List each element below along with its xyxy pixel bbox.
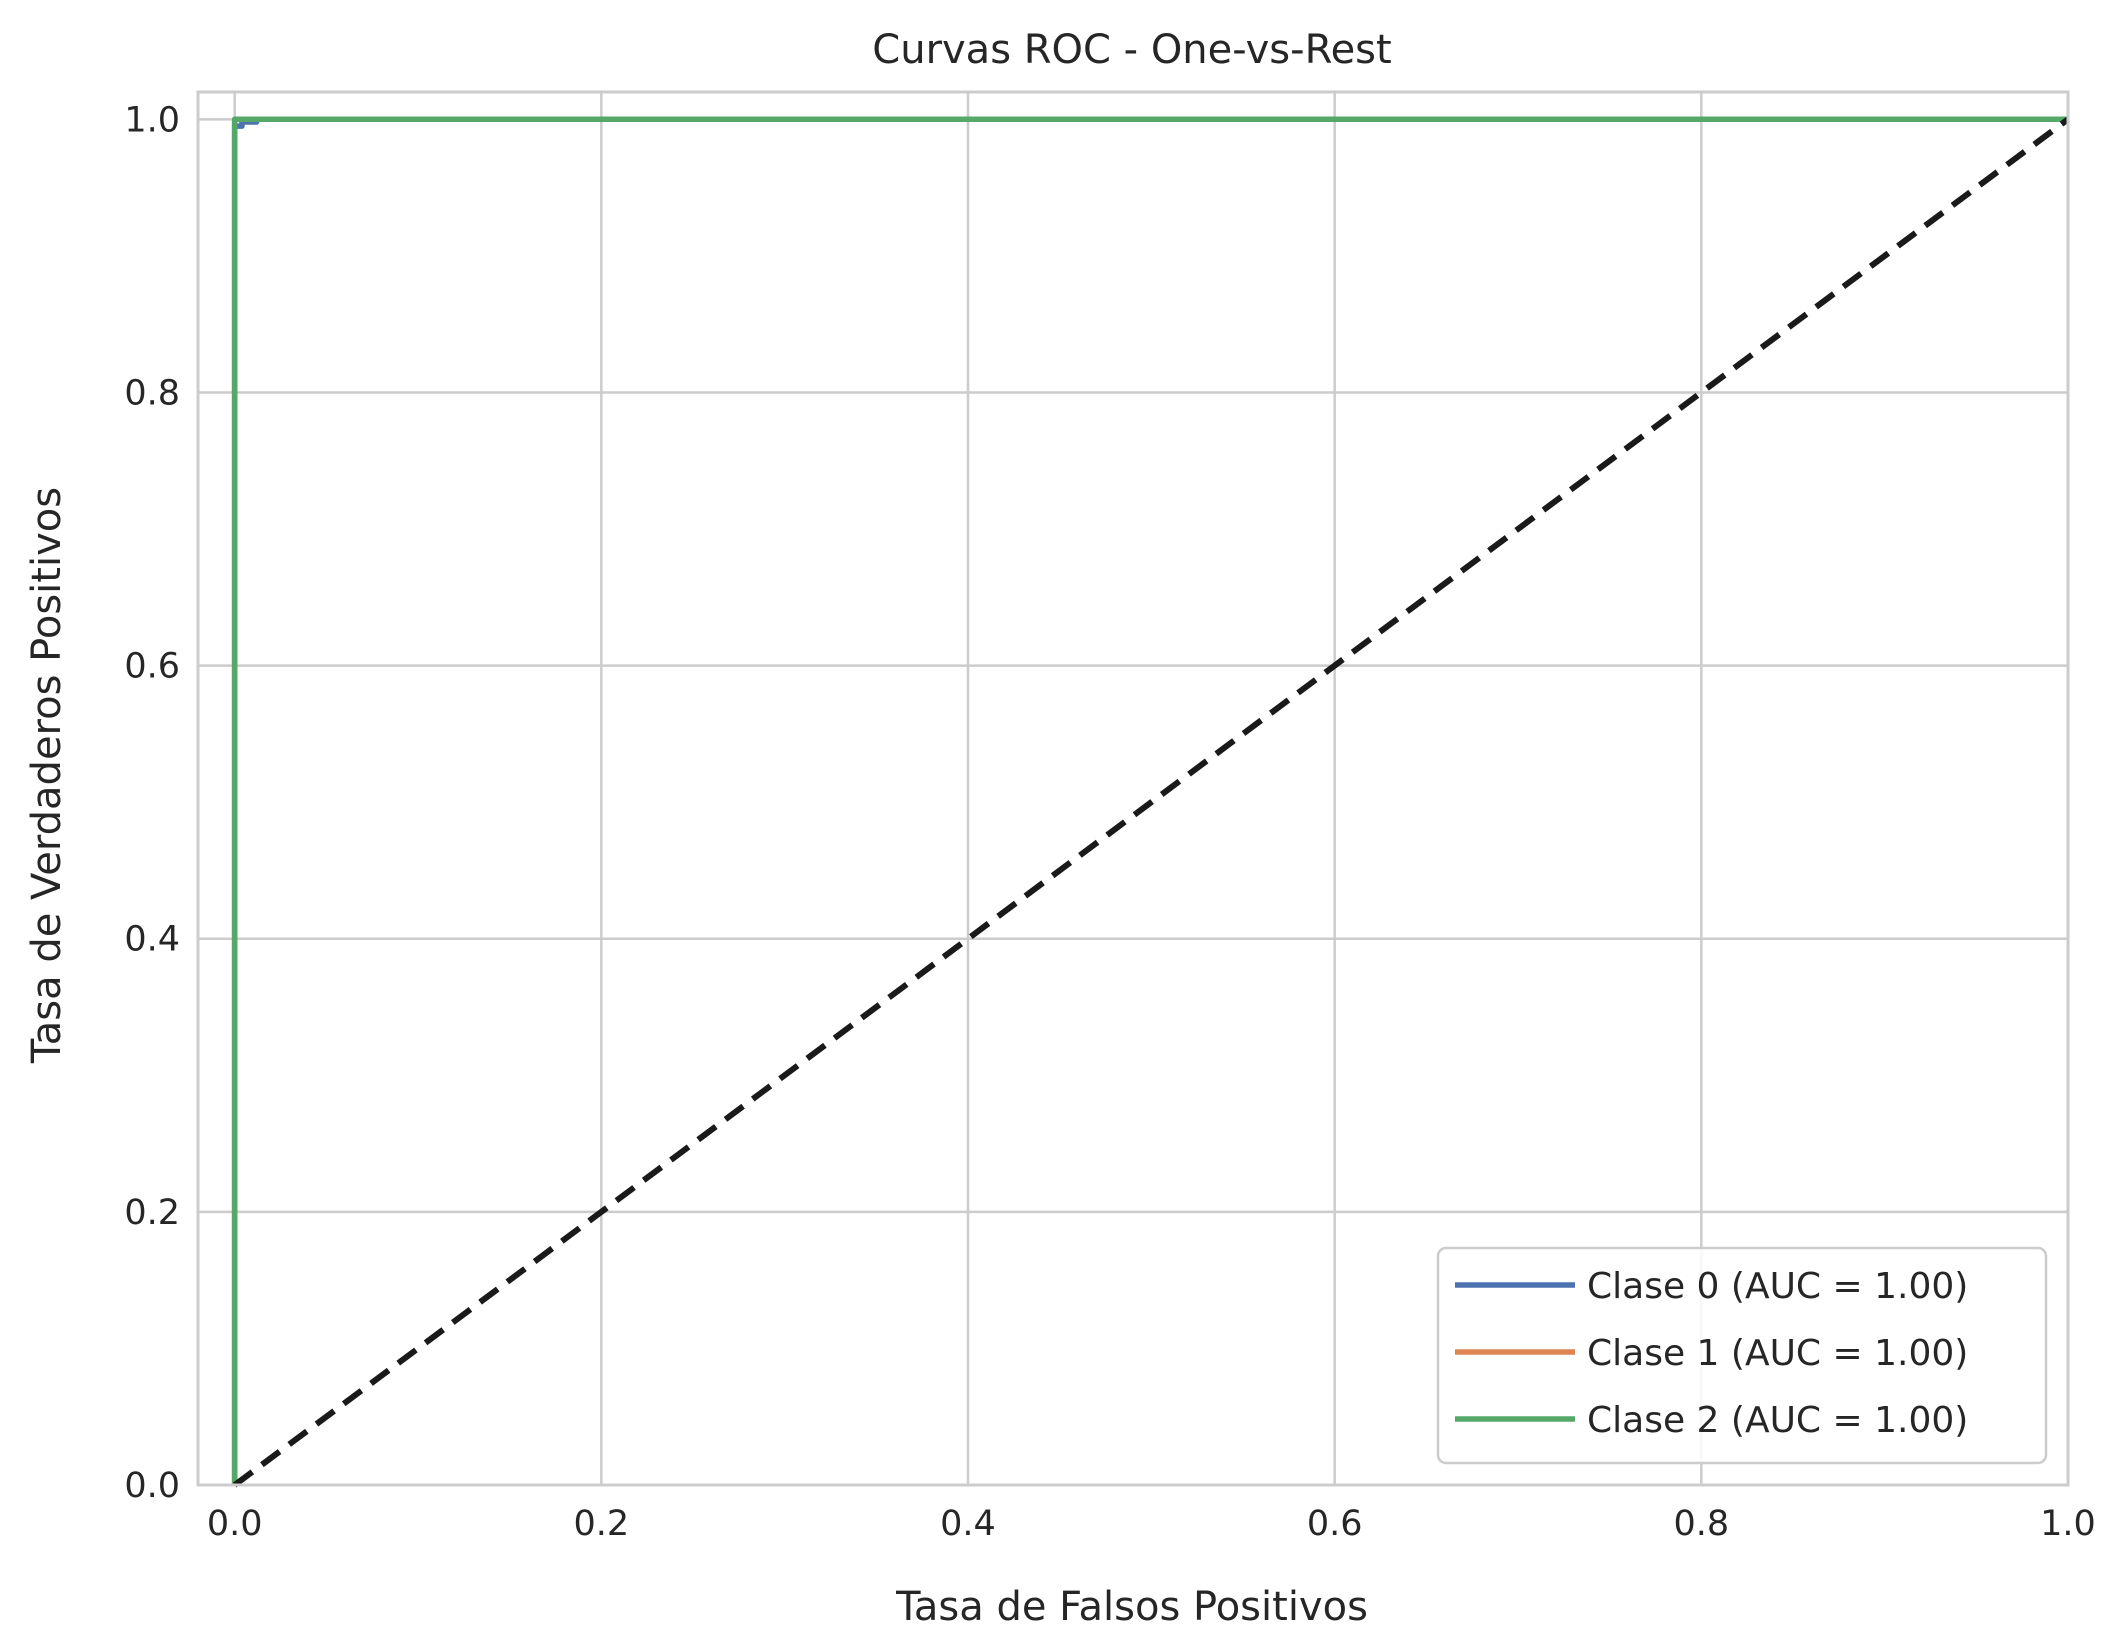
legend-entry: Clase 1 (AUC = 1.00) [1587,1333,1968,1374]
y-tick-label: 0.0 [124,1466,180,1506]
x-tick-label: 0.8 [1673,1504,1729,1544]
x-tick-label: 0.6 [1307,1504,1363,1544]
y-tick-label: 0.2 [124,1193,180,1233]
y-tick-label: 1.0 [124,100,180,140]
y-tick-label: 0.8 [124,373,180,413]
x-tick-label: 0.0 [207,1504,263,1544]
random-classifier-line [232,116,2070,1488]
legend-entry: Clase 2 (AUC = 1.00) [1587,1400,1968,1441]
chart-title: Curvas ROC - One-vs-Rest [872,27,1391,73]
plot-frame [196,90,2070,1487]
y-tick-labels: 0.0 0.2 0.4 0.6 0.8 1.0 [124,100,180,1506]
legend-entry: Clase 0 (AUC = 1.00) [1587,1266,1968,1307]
y-tick-label: 0.6 [124,647,180,687]
y-axis-label: Tasa de Verdaderos Positivos [24,487,70,1064]
grid [198,92,2070,1487]
x-tick-labels: 0.0 0.2 0.4 0.6 0.8 1.0 [207,1504,2096,1544]
legend-box [1436,1246,2048,1465]
series-lines [231,116,2070,1488]
x-tick-label: 0.2 [573,1504,629,1544]
x-tick-label: 0.4 [940,1504,996,1544]
series-line-clase-2 [231,116,2068,1485]
x-axis-label: Tasa de Falsos Positivos [895,1584,1368,1630]
legend: Clase 0 (AUC = 1.00) Clase 1 (AUC = 1.00)… [1436,1246,2048,1465]
y-tick-label: 0.4 [124,920,180,960]
x-tick-label: 1.0 [2040,1504,2096,1544]
